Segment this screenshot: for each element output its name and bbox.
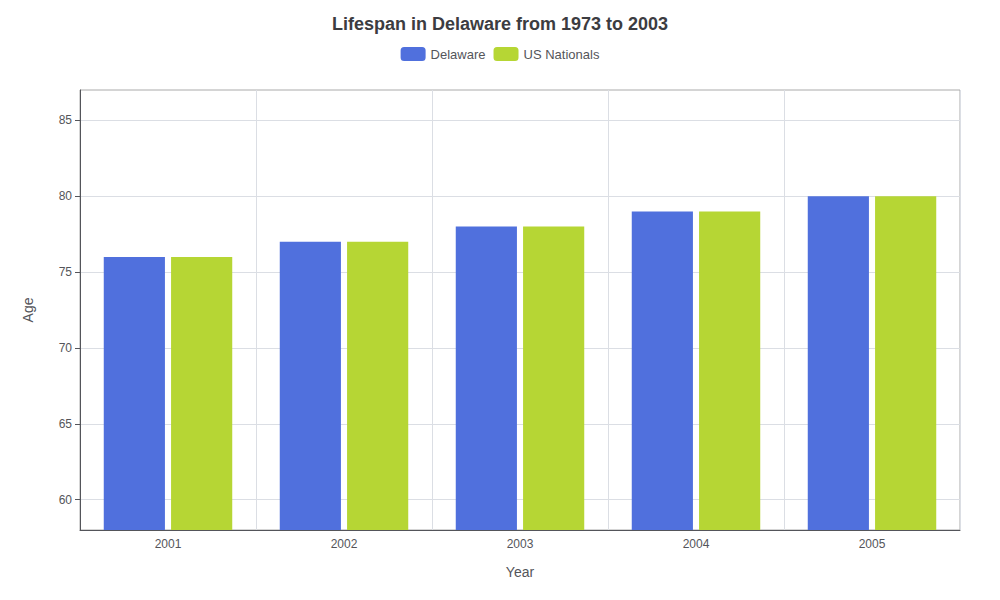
svg-text:75: 75 [59, 265, 73, 279]
svg-text:Delaware: Delaware [431, 47, 486, 62]
svg-text:2005: 2005 [859, 537, 886, 551]
svg-text:60: 60 [59, 493, 73, 507]
svg-text:2003: 2003 [507, 537, 534, 551]
svg-text:85: 85 [59, 113, 73, 127]
svg-text:2004: 2004 [683, 537, 710, 551]
svg-text:2001: 2001 [155, 537, 182, 551]
svg-text:Year: Year [506, 564, 535, 580]
svg-text:Lifespan in Delaware from 1973: Lifespan in Delaware from 1973 to 2003 [332, 14, 668, 34]
svg-text:2002: 2002 [331, 537, 358, 551]
svg-text:70: 70 [59, 341, 73, 355]
svg-text:65: 65 [59, 417, 73, 431]
svg-text:Age: Age [20, 297, 36, 322]
svg-text:80: 80 [59, 189, 73, 203]
svg-text:US Nationals: US Nationals [524, 47, 600, 62]
